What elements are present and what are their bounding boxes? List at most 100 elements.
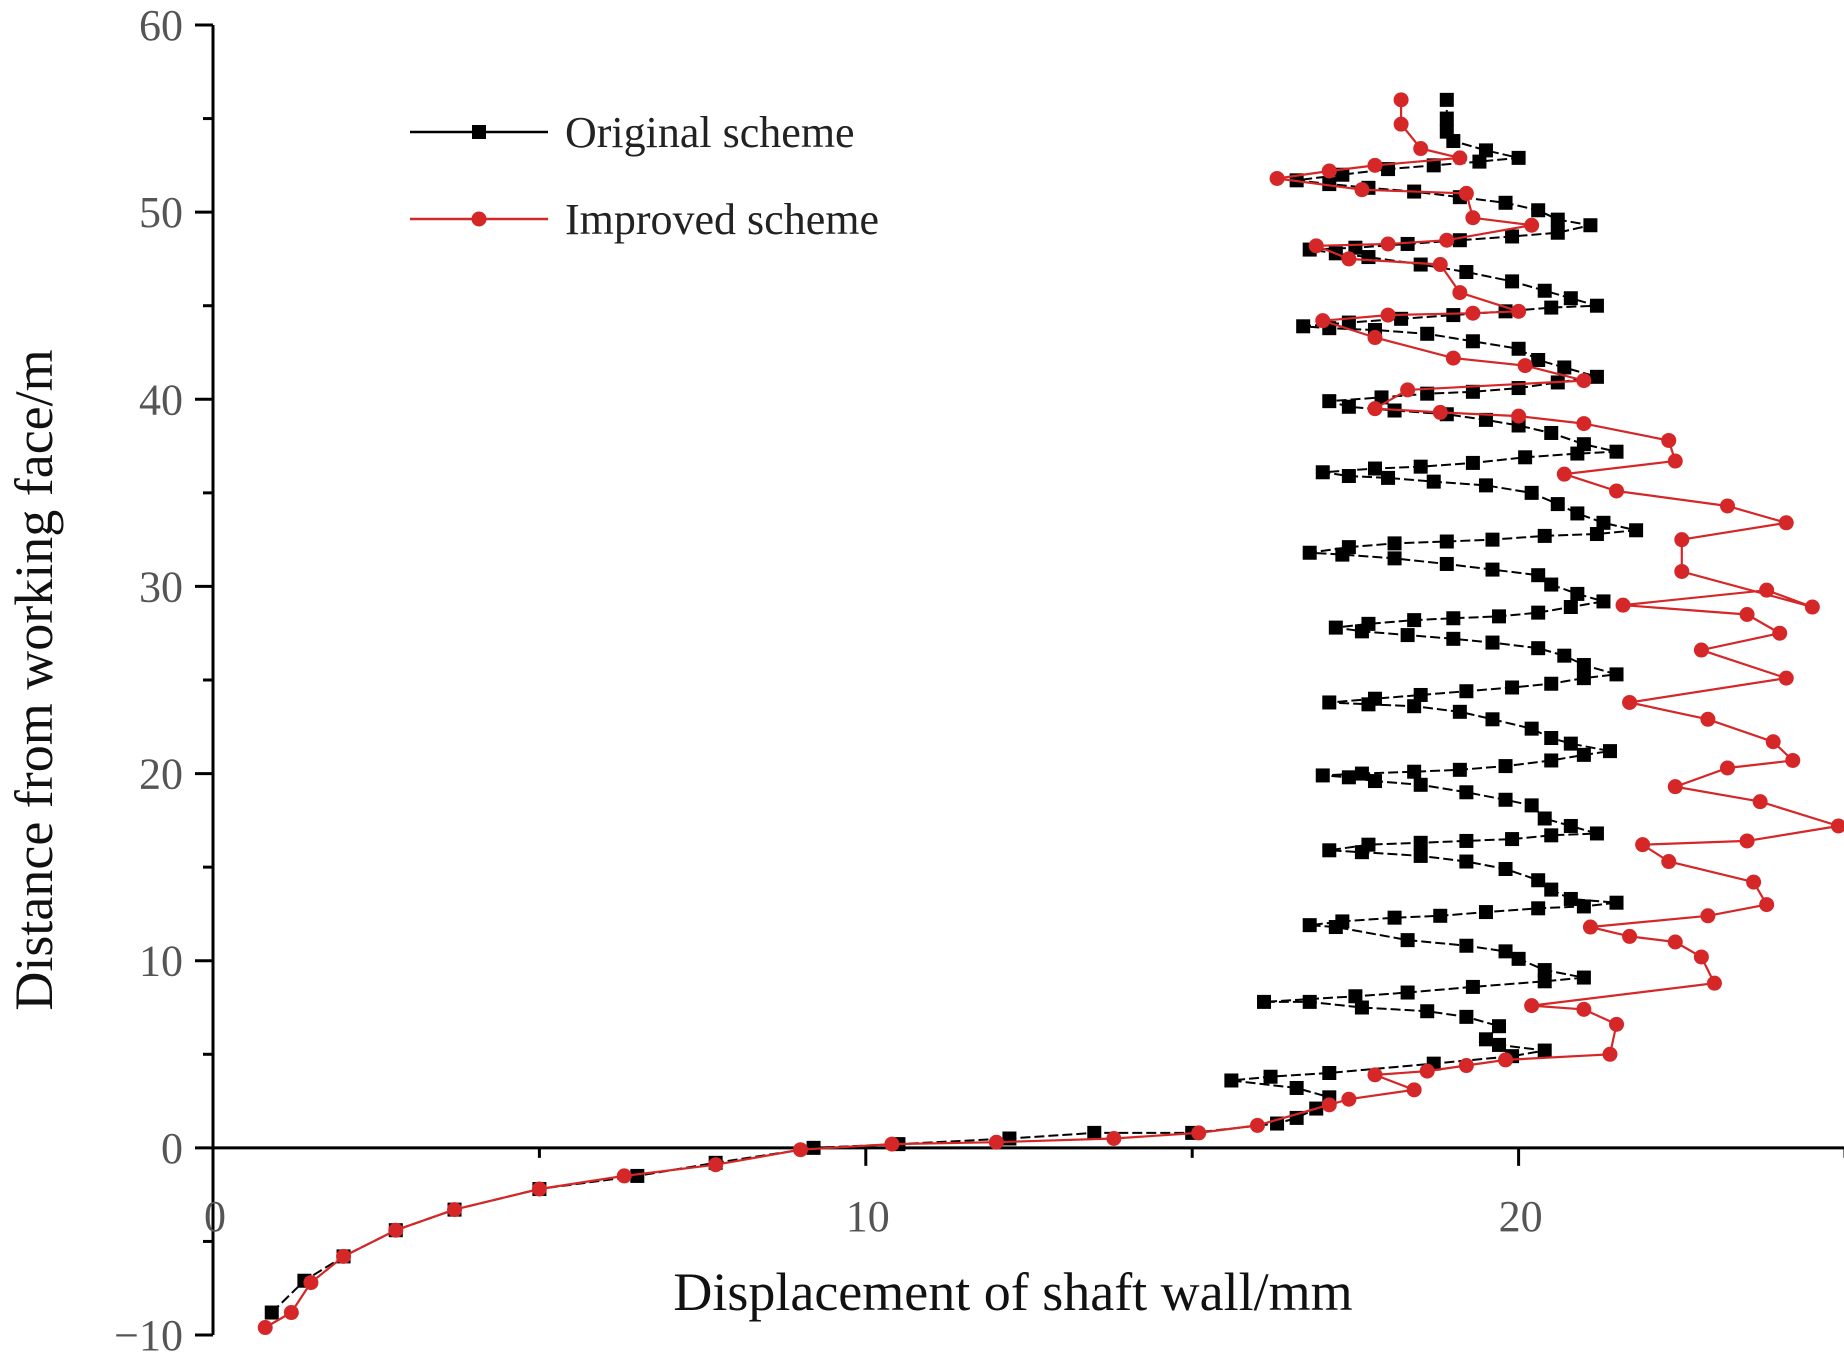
data-point [1563,818,1578,833]
data-point [1524,485,1539,500]
data-point [1531,352,1546,367]
legend-marker [471,211,487,227]
data-point [1354,766,1369,781]
data-point [1315,313,1331,329]
data-point [1413,687,1428,702]
x-axis-label: Displacement of shaft wall/mm [673,1262,1352,1322]
data-point [1537,283,1552,298]
data-point [1380,236,1396,252]
data-point [1563,600,1578,615]
x-tick-label: 20 [1499,1192,1543,1241]
data-point [1674,563,1690,579]
data-point [1322,843,1337,858]
data-point [1537,974,1552,989]
data-point [1563,891,1578,906]
x-tick-label: 0 [204,1192,226,1241]
data-point [1439,534,1454,549]
y-tick-label: −10 [114,1311,183,1360]
data-point [1478,905,1493,920]
data-point [1249,1117,1265,1133]
y-tick-label: 20 [139,750,183,799]
data-point [1576,747,1591,762]
data-point [1361,616,1376,631]
data-point [1465,384,1480,399]
data-point [1446,631,1461,646]
y-tick-label: 60 [139,1,183,50]
data-point [1804,599,1820,615]
data-point [1531,873,1546,888]
data-point [1432,257,1448,273]
data-point [1557,648,1572,663]
data-point [1693,642,1709,658]
data-point [257,1320,273,1336]
data-point [1413,777,1428,792]
data-point [1583,218,1598,233]
data-point [1269,170,1285,186]
data-point [708,1157,724,1173]
data-point [793,1142,809,1158]
data-point [1492,1037,1507,1052]
data-point [1387,536,1402,551]
data-point [616,1168,632,1184]
data-point [1354,182,1370,198]
data-point [1367,691,1382,706]
data-point [1478,412,1493,427]
data-point [1407,764,1422,779]
data-point [1459,833,1474,848]
data-point [1341,251,1357,267]
data-point [1622,694,1638,710]
data-point [1459,938,1474,953]
data-point [1087,1125,1102,1140]
data-point [1498,195,1513,210]
data-point [1381,470,1396,485]
data-point [1498,1052,1514,1068]
data-point [1498,862,1513,877]
data-point [1629,523,1644,538]
data-point [1361,250,1376,265]
data-point [1465,979,1480,994]
data-point [1367,774,1382,789]
data-point [1609,895,1624,910]
data-point [1615,597,1631,613]
data-point [1505,274,1520,289]
data-point [1511,303,1527,319]
data-point [1322,1066,1337,1080]
data-point [1224,1073,1239,1088]
data-point [1335,914,1350,929]
data-point [1746,874,1762,890]
data-point [388,1222,404,1238]
data-point [1511,341,1526,356]
data-point [1556,466,1572,482]
data-point [1511,951,1526,966]
data-point [1537,528,1552,543]
data-point [1661,432,1677,448]
y-axis-label: Distance from working face/m [4,349,64,1010]
data-point [1348,989,1363,1004]
data-point [1354,1000,1369,1015]
data-point [1302,545,1317,560]
data-point [1458,185,1474,201]
data-point [1537,963,1552,978]
data-point [1367,1067,1383,1083]
data-point [1550,497,1565,512]
data-point [1393,92,1409,108]
data-point [1589,527,1604,542]
data-point [1400,985,1415,1000]
y-tick-label: 0 [161,1124,183,1173]
data-point [1531,203,1546,218]
data-point [1622,928,1638,944]
data-point [1667,779,1683,795]
data-point [1413,141,1429,157]
data-point [1413,848,1428,863]
data-point [1406,1082,1422,1098]
data-point [1531,568,1546,583]
data-point [1550,212,1565,227]
data-point [1439,556,1454,571]
data-point [1719,760,1735,776]
data-point [1400,382,1416,398]
data-point [1778,670,1794,686]
data-point [1550,225,1565,240]
data-point [1322,394,1337,409]
data-point [1407,699,1422,714]
data-point [1589,826,1604,841]
